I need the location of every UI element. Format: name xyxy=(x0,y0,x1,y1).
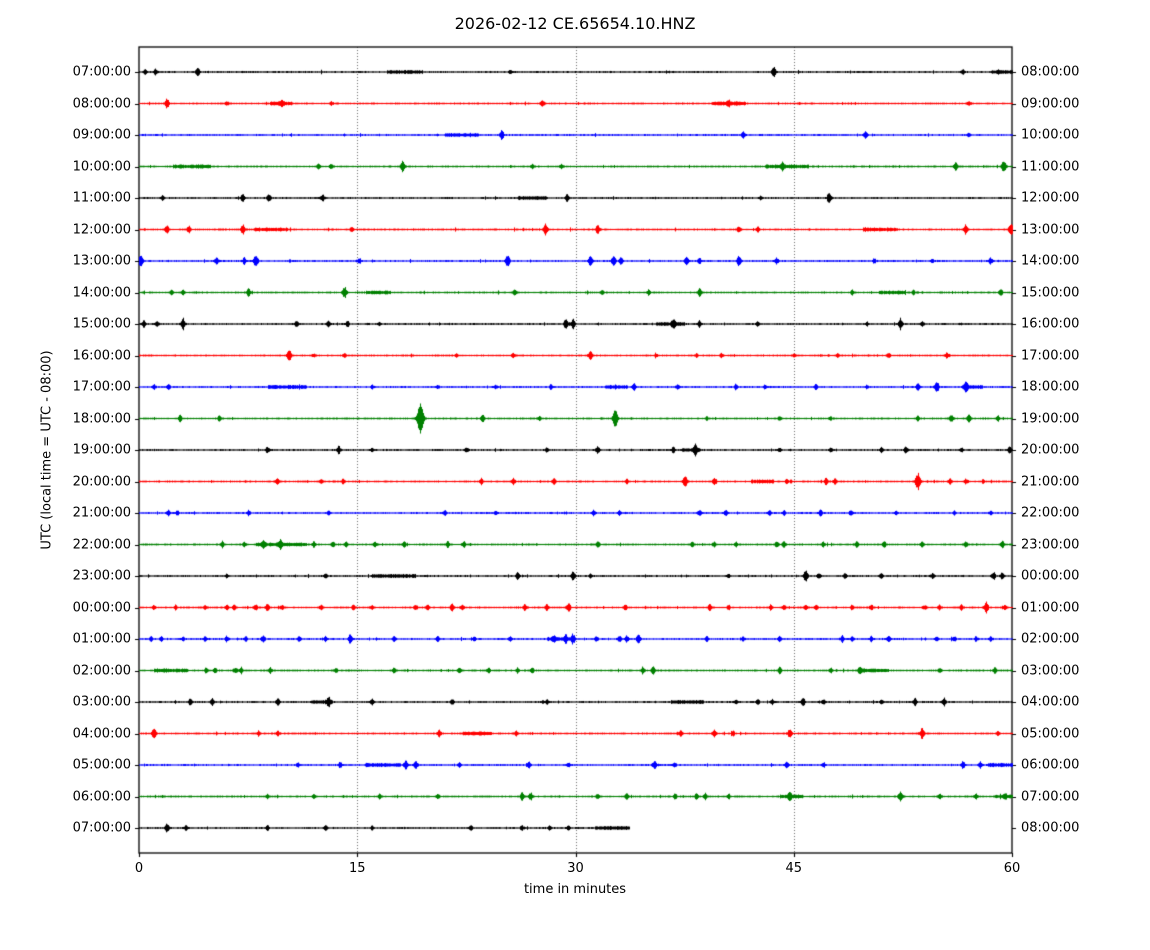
right-time-label: 08:00:00 xyxy=(1021,820,1080,836)
left-time-label: 21:00:00 xyxy=(72,505,131,521)
left-time-label: 12:00:00 xyxy=(72,222,131,237)
x-tick-label: 60 xyxy=(1003,861,1021,876)
left-time-label: 09:00:00 xyxy=(72,127,131,143)
left-time-label: 01:00:00 xyxy=(72,631,131,647)
right-time-label: 18:00:00 xyxy=(1021,379,1080,395)
right-time-label: 15:00:00 xyxy=(1021,285,1080,300)
right-time-label: 02:00:00 xyxy=(1021,631,1080,647)
right-time-label: 11:00:00 xyxy=(1021,159,1080,174)
right-time-label: 12:00:00 xyxy=(1021,190,1080,206)
left-time-label: 03:00:00 xyxy=(72,694,131,710)
right-time-label: 06:00:00 xyxy=(1021,757,1080,773)
right-time-label: 17:00:00 xyxy=(1021,348,1080,363)
right-time-label: 16:00:00 xyxy=(1021,316,1080,332)
chart-title: 2026-02-12 CE.65654.10.HNZ xyxy=(454,14,696,33)
left-time-label: 23:00:00 xyxy=(72,568,131,584)
left-time-label: 02:00:00 xyxy=(72,663,131,678)
left-time-label: 10:00:00 xyxy=(72,159,131,174)
left-time-label: 05:00:00 xyxy=(72,757,131,773)
right-time-label: 22:00:00 xyxy=(1021,505,1080,521)
left-time-label: 14:00:00 xyxy=(72,285,131,300)
right-time-label: 10:00:00 xyxy=(1021,127,1080,143)
right-time-label: 09:00:00 xyxy=(1021,96,1080,111)
left-time-label: 16:00:00 xyxy=(72,348,131,363)
y-axis-label: UTC (local time = UTC - 08:00) xyxy=(39,350,55,550)
left-time-label: 08:00:00 xyxy=(72,96,131,111)
left-time-label: 18:00:00 xyxy=(72,411,131,426)
right-time-label: 01:00:00 xyxy=(1021,600,1080,615)
x-axis-label: time in minutes xyxy=(523,882,627,897)
right-time-label: 14:00:00 xyxy=(1021,253,1080,269)
right-time-label: 21:00:00 xyxy=(1021,474,1080,489)
right-time-label: 07:00:00 xyxy=(1021,789,1080,804)
x-tick-label: 0 xyxy=(134,861,144,876)
right-time-label: 00:00:00 xyxy=(1021,568,1080,584)
x-tick-label: 45 xyxy=(785,861,803,876)
right-time-label: 03:00:00 xyxy=(1021,663,1080,678)
right-time-label: 23:00:00 xyxy=(1021,537,1080,552)
right-time-label: 08:00:00 xyxy=(1021,64,1080,80)
left-time-label: 04:00:00 xyxy=(72,726,131,741)
left-time-label: 00:00:00 xyxy=(72,600,131,615)
left-time-label: 22:00:00 xyxy=(72,537,131,552)
left-time-label: 15:00:00 xyxy=(72,316,131,332)
left-time-label: 17:00:00 xyxy=(72,379,131,395)
left-time-label: 20:00:00 xyxy=(72,474,131,489)
right-time-label: 19:00:00 xyxy=(1021,411,1080,426)
left-time-label: 06:00:00 xyxy=(72,789,131,804)
left-time-label: 07:00:00 xyxy=(72,64,131,80)
left-time-label: 11:00:00 xyxy=(72,190,131,206)
left-time-label: 19:00:00 xyxy=(72,442,131,458)
left-time-label: 07:00:00 xyxy=(72,820,131,836)
left-time-label: 13:00:00 xyxy=(72,253,131,269)
right-time-label: 20:00:00 xyxy=(1021,442,1080,458)
right-time-label: 13:00:00 xyxy=(1021,222,1080,237)
x-tick-label: 15 xyxy=(348,861,366,876)
right-time-label: 05:00:00 xyxy=(1021,726,1080,741)
right-time-label: 04:00:00 xyxy=(1021,694,1080,710)
x-tick-label: 30 xyxy=(567,861,584,876)
